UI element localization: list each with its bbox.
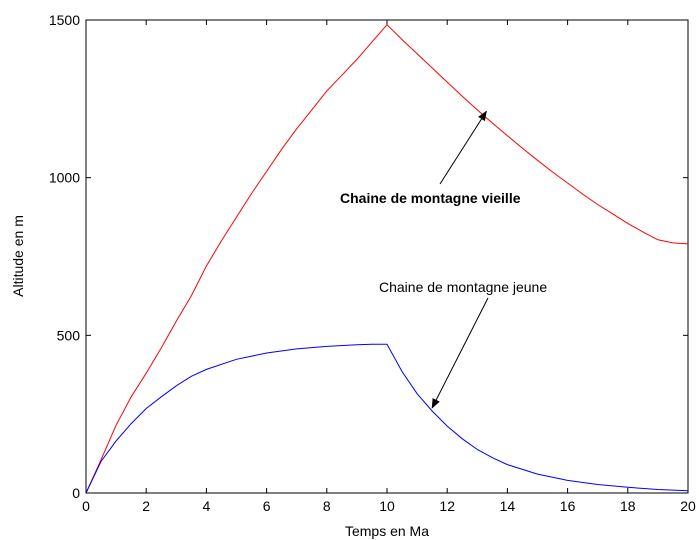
x-axis-label: Temps en Ma: [345, 523, 429, 539]
x-tick-label-3: 6: [263, 498, 271, 514]
series-line-1: [85, 343, 689, 494]
y-tick-label-3: 1500: [49, 12, 80, 28]
x-tick-label-2: 4: [203, 498, 211, 514]
x-tick-label-6: 12: [439, 498, 455, 514]
x-tick-label-4: 8: [323, 498, 331, 514]
y-tick-label-1: 500: [57, 327, 81, 343]
annotation-arrow-0: [439, 110, 487, 185]
x-tick-label-10: 20: [680, 498, 696, 514]
x-tick-label-0: 0: [82, 498, 90, 514]
series-line-0: [85, 23, 689, 494]
annotation-label-0: Chaine de montagne vieille: [340, 190, 521, 206]
y-tick-label-2: 1000: [49, 170, 80, 186]
plot-area: [85, 19, 689, 494]
annotation-label-1: Chaine de montagne jeune: [379, 279, 547, 295]
x-tick-label-5: 10: [379, 498, 395, 514]
y-axis-label: Altitude en m: [10, 215, 26, 297]
axis-ticks: 0 2 4 6 8 10 12 14 16 18 20 0 500 1000 1500: [49, 12, 696, 514]
annotations-layer: Chaine de montagne vieille Chaine de mont…: [340, 110, 547, 409]
x-tick-label-8: 16: [560, 498, 576, 514]
y-tick-label-0: 0: [72, 485, 80, 501]
x-tick-label-7: 14: [500, 498, 516, 514]
x-tick-label-1: 2: [142, 498, 150, 514]
series-layer: [85, 23, 689, 494]
x-tick-label-9: 18: [620, 498, 636, 514]
annotation-arrow-1: [431, 297, 489, 409]
